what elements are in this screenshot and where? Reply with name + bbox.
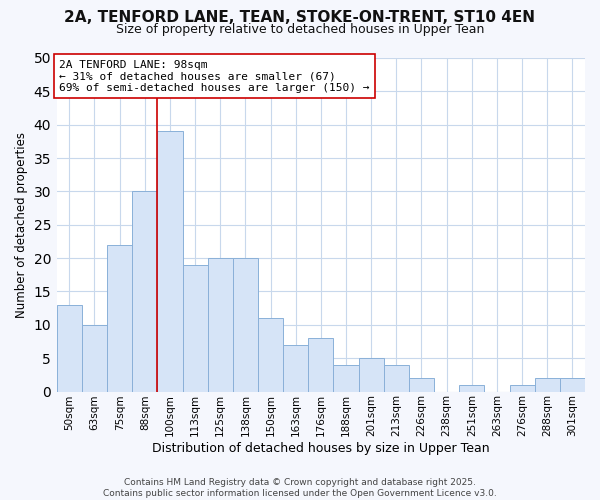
Bar: [208, 258, 233, 392]
Bar: [535, 378, 560, 392]
Bar: [509, 385, 535, 392]
Text: 2A, TENFORD LANE, TEAN, STOKE-ON-TRENT, ST10 4EN: 2A, TENFORD LANE, TEAN, STOKE-ON-TRENT, …: [65, 10, 536, 25]
Bar: [384, 365, 409, 392]
Bar: [283, 345, 308, 392]
Bar: [233, 258, 258, 392]
Bar: [459, 385, 484, 392]
Text: Contains HM Land Registry data © Crown copyright and database right 2025.
Contai: Contains HM Land Registry data © Crown c…: [103, 478, 497, 498]
Bar: [308, 338, 334, 392]
Bar: [132, 192, 157, 392]
Bar: [107, 245, 132, 392]
X-axis label: Distribution of detached houses by size in Upper Tean: Distribution of detached houses by size …: [152, 442, 490, 455]
Bar: [409, 378, 434, 392]
Y-axis label: Number of detached properties: Number of detached properties: [15, 132, 28, 318]
Bar: [258, 318, 283, 392]
Bar: [182, 265, 208, 392]
Bar: [560, 378, 585, 392]
Bar: [334, 365, 359, 392]
Bar: [157, 132, 182, 392]
Bar: [359, 358, 384, 392]
Bar: [82, 325, 107, 392]
Text: Size of property relative to detached houses in Upper Tean: Size of property relative to detached ho…: [116, 22, 484, 36]
Bar: [57, 305, 82, 392]
Text: 2A TENFORD LANE: 98sqm
← 31% of detached houses are smaller (67)
69% of semi-det: 2A TENFORD LANE: 98sqm ← 31% of detached…: [59, 60, 370, 93]
